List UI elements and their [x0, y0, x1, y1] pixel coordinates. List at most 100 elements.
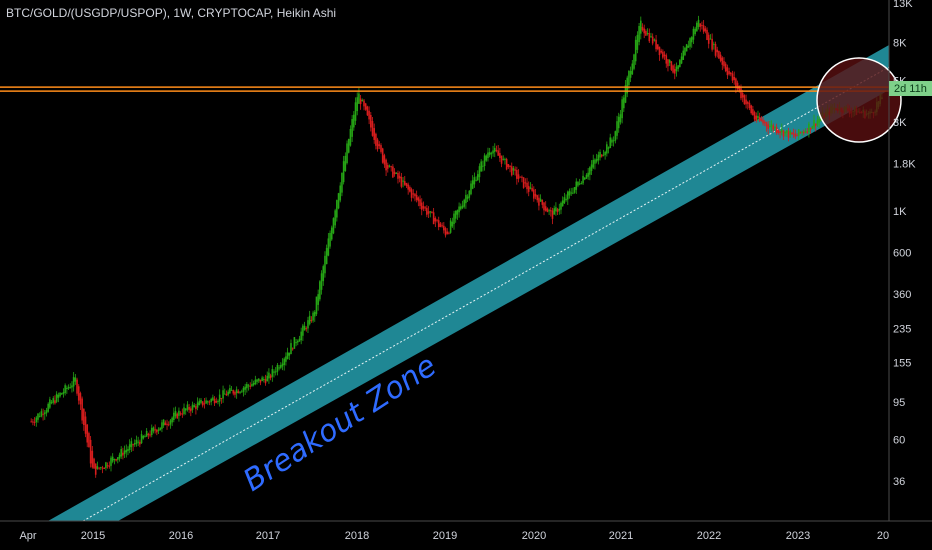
candle-body [353, 114, 355, 128]
candle-body [439, 223, 442, 228]
candle-body [298, 338, 301, 342]
candle-body [390, 166, 392, 168]
candle-body [388, 165, 391, 167]
candle-body [560, 202, 562, 210]
candle-body [726, 67, 729, 76]
y-tick-label: 1K [893, 206, 907, 218]
candle-body [378, 144, 381, 147]
candle-body [604, 151, 606, 156]
candle-body [38, 416, 41, 418]
candle-body [689, 38, 691, 47]
candle-body [385, 159, 387, 171]
candle-body [184, 408, 187, 411]
candle-body [465, 194, 467, 204]
candle-body [745, 99, 747, 105]
candle-body [59, 392, 61, 397]
candle-body [305, 328, 308, 330]
candle-body [735, 78, 737, 88]
candle-body [539, 198, 542, 202]
candle-body [538, 197, 540, 206]
candle-body [612, 140, 615, 142]
candle-body [409, 187, 411, 192]
candle-body [497, 150, 499, 156]
candle-body [341, 172, 343, 193]
candle-body [368, 110, 370, 120]
candle-body [541, 200, 544, 205]
candle-body [72, 377, 75, 387]
candle-body [386, 164, 389, 169]
candle-body [492, 150, 494, 154]
candle-body [721, 57, 724, 65]
candle-body [663, 54, 666, 57]
candle-body [639, 20, 642, 34]
candle-body [162, 419, 165, 426]
candle-body [505, 159, 508, 170]
y-tick-label: 36 [893, 476, 905, 488]
candle-body [164, 422, 167, 426]
candle-body [215, 401, 218, 403]
candle-body [488, 152, 491, 156]
candle-body [516, 170, 518, 179]
candle-body [519, 176, 522, 178]
candle-body [212, 397, 214, 401]
x-tick-label: 2015 [81, 530, 105, 542]
candle-body [643, 28, 645, 34]
candle-body [415, 195, 418, 200]
candle-body [419, 199, 421, 206]
candle-body [291, 348, 294, 350]
candle-body [799, 132, 802, 134]
x-tick-label: 2020 [522, 530, 546, 542]
candle-body [60, 393, 63, 395]
candle-body [451, 221, 454, 227]
candle-body [186, 404, 189, 410]
candle-body [757, 115, 759, 119]
x-tick-label: 2021 [609, 530, 633, 542]
candle-body [633, 54, 635, 69]
candle-body [592, 159, 595, 168]
candle-body [50, 401, 53, 404]
candle-body [145, 430, 148, 437]
candle-body [607, 147, 610, 149]
candle-body [490, 153, 493, 155]
candle-body [317, 294, 319, 305]
candle-body [188, 407, 190, 410]
candle-body [190, 408, 192, 412]
candle-body [775, 127, 778, 133]
candle-body [709, 38, 712, 40]
candle-body [105, 462, 107, 469]
candle-body [769, 126, 771, 128]
candle-body [288, 352, 291, 356]
y-tick-label: 95 [893, 397, 905, 409]
candle-body [762, 119, 764, 124]
candle-body [98, 467, 100, 469]
candle-body [723, 61, 725, 67]
candle-body [310, 319, 313, 322]
candle-body [582, 175, 584, 184]
candle-body [704, 28, 707, 32]
candle-body [429, 211, 432, 213]
candle-body [685, 44, 688, 52]
candle-body [818, 118, 820, 123]
candle-body [623, 97, 625, 109]
candle-body [599, 151, 601, 158]
candle-body [247, 385, 250, 387]
candle-body [191, 404, 194, 410]
candle-body [325, 247, 328, 265]
candle-body [370, 114, 372, 128]
candle-body [217, 401, 219, 403]
candle-body [373, 128, 376, 140]
candle-body [32, 421, 34, 423]
candle-body [110, 457, 112, 466]
candle-body [718, 50, 720, 59]
candle-body [100, 467, 102, 469]
candle-body [176, 413, 179, 419]
candle-body [405, 182, 408, 187]
x-tick-label: 2023 [786, 530, 810, 542]
candle-body [483, 155, 486, 167]
candle-body [448, 232, 450, 234]
candle-body [626, 77, 629, 94]
candle-body [242, 387, 245, 392]
candle-body [344, 155, 347, 171]
